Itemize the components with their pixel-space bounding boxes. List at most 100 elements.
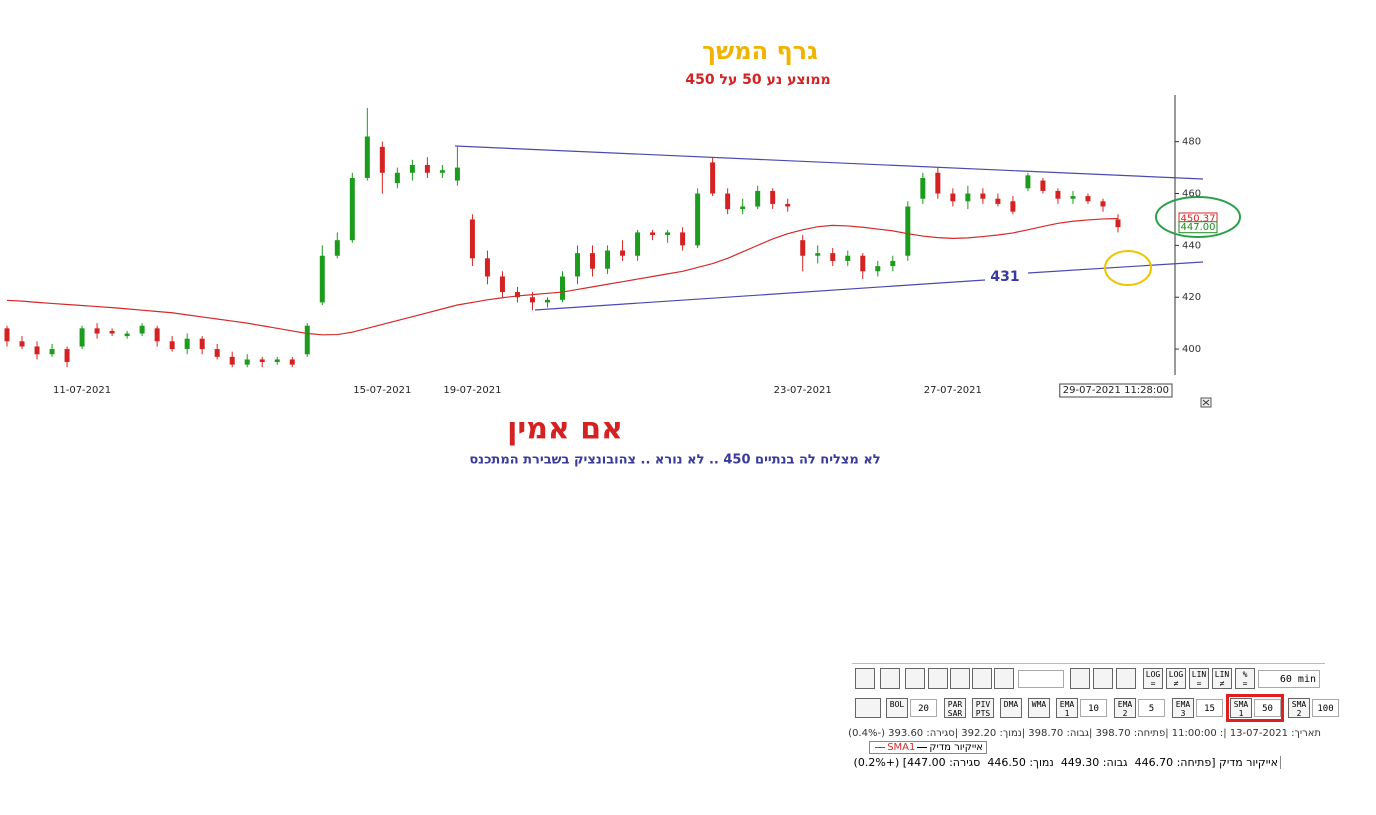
candle-body — [64, 349, 70, 363]
icon-button[interactable] — [1116, 668, 1136, 689]
candle-body — [289, 359, 295, 365]
instrument-name: אייקיור מדיק — [929, 742, 983, 753]
candle-body — [169, 341, 175, 350]
indicator-input[interactable]: 15 — [1196, 699, 1223, 717]
candle-body — [785, 203, 791, 207]
highlight-ellipse — [1155, 196, 1241, 238]
trendline — [534, 279, 986, 311]
dropdown[interactable] — [1018, 670, 1064, 688]
scale-button[interactable]: LOG = — [1143, 668, 1163, 689]
scale-button[interactable]: % = — [1235, 668, 1255, 689]
scale-button[interactable]: LIN ≠ — [1212, 668, 1232, 689]
indicator-button[interactable]: PAR SAR — [944, 698, 966, 718]
candle-body — [845, 255, 851, 261]
indicator-button[interactable]: SMA 2 — [1288, 698, 1310, 718]
indicator-button[interactable]: EMA 2 — [1114, 698, 1136, 718]
candle-body — [650, 232, 656, 235]
icon-button[interactable] — [1070, 668, 1090, 689]
candle-body — [1040, 180, 1046, 191]
candle-body — [935, 172, 941, 194]
icon-button[interactable] — [928, 668, 948, 689]
support-label: 431 — [990, 269, 1019, 285]
candle-body — [890, 260, 896, 267]
candle-body — [79, 328, 85, 347]
legend-swatch — [875, 746, 886, 748]
indicator-button[interactable]: SMA 1 — [1230, 698, 1252, 718]
interval-select[interactable]: 60 min — [1258, 670, 1320, 688]
candle-body — [364, 136, 370, 178]
icon-button[interactable] — [994, 668, 1014, 689]
indicator-button[interactable]: PIV PTS — [972, 698, 994, 718]
candle-body — [124, 333, 130, 337]
candle-body — [665, 232, 671, 235]
toolbar-panel: LOG = LOG ≠ LIN = LIN ≠% = 60 min BOL 20 PAR SA… — [848, 663, 1339, 771]
legend-box: SMA1 אייקיור מדיק — [869, 741, 987, 754]
candle-body — [514, 292, 520, 298]
indicator-input[interactable]: 50 — [1254, 699, 1281, 717]
indicator-button[interactable]: EMA 3 — [1172, 698, 1194, 718]
indicator-button[interactable]: WMA — [1028, 698, 1050, 718]
candle-body — [139, 325, 145, 334]
candle-body — [905, 206, 911, 256]
indicator-button[interactable]: EMA 1 — [1056, 698, 1078, 718]
candle-body — [334, 240, 340, 256]
indicator-input[interactable]: 20 — [910, 699, 937, 717]
candle-body — [1010, 201, 1016, 212]
candle-body — [529, 297, 535, 303]
candle-body — [605, 250, 611, 269]
candle-body — [319, 255, 325, 303]
candle-body — [244, 359, 250, 365]
candle-body — [815, 253, 821, 256]
icon-button[interactable] — [1093, 668, 1113, 689]
highlight-ellipse — [1104, 250, 1152, 286]
candle-body — [620, 250, 626, 256]
x-tick-label: 15-07-2021 — [353, 385, 411, 396]
y-tick-label: 400 — [1182, 344, 1201, 355]
icon-button[interactable] — [950, 668, 970, 689]
icon-button[interactable] — [855, 698, 881, 718]
candle-body — [4, 328, 10, 342]
candle-body — [304, 325, 310, 355]
y-tick-label: 460 — [1182, 189, 1201, 200]
close-icon[interactable] — [1200, 397, 1212, 408]
candle-body — [439, 170, 445, 173]
icon-button[interactable] — [855, 668, 875, 689]
info-line: תאריך: 13-07-2021 |: 11:00:00 |פתיחה: 39… — [848, 728, 1321, 739]
headline: אם אמין — [507, 412, 623, 447]
scale-button[interactable]: LIN = — [1189, 668, 1209, 689]
indicator-input[interactable]: 10 — [1080, 699, 1107, 717]
candle-body — [1070, 196, 1076, 199]
candle-body — [560, 276, 565, 300]
candle-body — [920, 177, 926, 199]
sma-line — [6, 217, 1119, 336]
chart-subtitle: ממוצע נע 50 על 450 — [685, 72, 830, 88]
candle-body — [1100, 201, 1106, 207]
price-tag: 450.37 — [1181, 213, 1216, 224]
candle-body — [950, 193, 956, 202]
indicator-input[interactable]: 100 — [1312, 699, 1339, 717]
candle-body — [875, 266, 881, 272]
indicator-input[interactable]: 5 — [1138, 699, 1165, 717]
indicator-button[interactable]: BOL — [886, 698, 908, 718]
candle-body — [1025, 175, 1031, 189]
candle-body — [109, 330, 115, 334]
x-tick-label: 23-07-2021 — [774, 385, 832, 396]
icon-button[interactable] — [905, 668, 925, 689]
candle-body — [484, 258, 490, 277]
selection-frame — [1226, 694, 1284, 722]
candle-body — [259, 359, 265, 363]
candle-body — [544, 299, 550, 303]
icon-button[interactable] — [972, 668, 992, 689]
candle-body — [755, 190, 761, 207]
icon-button[interactable] — [880, 668, 900, 689]
candle-body — [184, 338, 190, 350]
candle-body — [740, 206, 746, 210]
candle-body — [34, 346, 40, 355]
candle-body — [214, 349, 220, 357]
scale-button[interactable]: LOG ≠ — [1166, 668, 1186, 689]
chart-title: גרף המשך — [702, 37, 818, 65]
price-tag-box — [1178, 221, 1218, 234]
candle-body — [199, 338, 205, 350]
indicator-button[interactable]: DMA — [1000, 698, 1022, 718]
